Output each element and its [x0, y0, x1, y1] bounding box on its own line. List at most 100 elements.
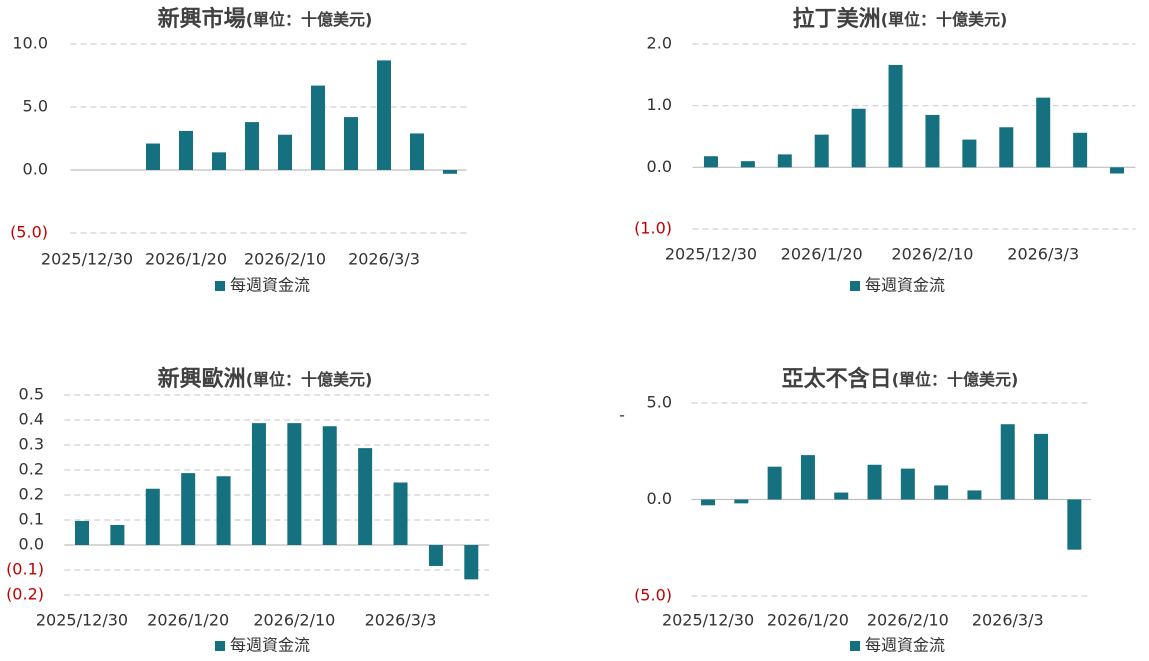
bar [1034, 433, 1049, 500]
y-tick-label: 5.0 [23, 97, 48, 116]
bar [851, 108, 866, 168]
y-tick-label: 1.0 [647, 95, 672, 114]
chart-title: 亞太不含日(單位：十億美元) [782, 366, 1019, 392]
y-tick-label: 0.4 [19, 410, 44, 429]
bar [443, 170, 457, 174]
title-main: 亞太不含日 [782, 366, 892, 392]
bar [358, 448, 373, 545]
bar [322, 426, 337, 545]
bar [962, 139, 977, 168]
x-tick-label: 2026/1/20 [767, 611, 849, 630]
x-tick-label: 2026/1/20 [147, 611, 229, 630]
x-tick-label: 2026/3/3 [972, 611, 1044, 630]
bar [703, 156, 718, 168]
bar [212, 152, 226, 170]
bar [110, 525, 125, 545]
bar [181, 473, 196, 545]
bar [867, 464, 882, 500]
y-tick-label: 2.0 [647, 34, 672, 53]
bar [251, 423, 266, 545]
x-tick-label: 2026/2/10 [867, 611, 949, 630]
y-tick-label: (0.2) [6, 585, 44, 604]
x-tick-label: 2026/2/10 [244, 250, 326, 269]
y-tick-label: 0.0 [19, 535, 44, 554]
bar [1000, 424, 1015, 500]
bar [1067, 499, 1082, 550]
y-axis-label: - [619, 406, 625, 425]
legend-swatch [850, 641, 860, 651]
x-tick-label: 2026/3/3 [348, 250, 420, 269]
x-tick-label: 2026/3/3 [365, 611, 437, 630]
bar [179, 130, 193, 170]
bar [287, 423, 302, 545]
bar [777, 154, 792, 168]
bar [74, 520, 89, 545]
bar [393, 482, 408, 545]
title-unit: (單位：十億美元) [892, 370, 1019, 389]
bar [740, 161, 755, 168]
bar [834, 492, 849, 500]
bar [934, 485, 949, 500]
x-tick-label: 2025/12/30 [662, 611, 754, 630]
y-tick-label: 0.3 [19, 435, 44, 454]
x-tick-label: 2025/12/30 [665, 245, 757, 264]
chart-title: 新興歐洲(單位：十億美元) [158, 366, 373, 392]
bar [216, 476, 231, 545]
y-tick-label: 0.0 [647, 157, 672, 176]
x-tick-label: 2026/2/10 [891, 245, 973, 264]
bar [145, 488, 160, 545]
y-tick-label: 0.2 [19, 460, 44, 479]
legend-swatch [215, 281, 225, 291]
x-tick-label: 2026/1/20 [145, 250, 227, 269]
y-tick-label: 5.0 [647, 393, 672, 412]
bar [999, 127, 1014, 168]
y-tick-label: 0.5 [19, 385, 44, 404]
y-tick-label: (5.0) [634, 586, 672, 605]
bar [900, 468, 915, 500]
bar [1073, 132, 1088, 168]
chart-title: 新興市場(單位：十億美元) [158, 6, 373, 32]
title-main: 新興歐洲 [158, 366, 246, 392]
bar [344, 117, 358, 170]
bar [377, 60, 391, 170]
bar [925, 114, 940, 168]
y-tick-label: 10.0 [12, 34, 48, 53]
bar [278, 134, 292, 170]
x-tick-label: 2026/2/10 [253, 611, 335, 630]
legend-label: 每週資金流 [230, 636, 310, 655]
bar [888, 64, 903, 168]
bar [1036, 97, 1051, 168]
x-tick-label: 2025/12/30 [36, 611, 128, 630]
title-unit: (單位：十億美元) [246, 10, 373, 29]
y-tick-label: (0.1) [6, 560, 44, 579]
bar [410, 133, 424, 170]
y-tick-label: 0.1 [19, 510, 44, 529]
y-tick-label: (5.0) [10, 223, 48, 242]
y-tick-label: 0.2 [19, 485, 44, 504]
legend-swatch [850, 281, 860, 291]
bar [245, 122, 259, 170]
bar [767, 466, 782, 500]
chart-title: 拉丁美洲(單位：十億美元) [793, 6, 1008, 32]
bar [146, 143, 160, 170]
legend-label: 每週資金流 [230, 276, 310, 295]
bar [1110, 167, 1125, 174]
title-unit: (單位：十億美元) [881, 10, 1008, 29]
legend-label: 每週資金流 [865, 636, 945, 655]
bar [464, 545, 479, 580]
bar [967, 490, 982, 500]
y-tick-label: 0.0 [647, 489, 672, 508]
x-tick-label: 2026/3/3 [1007, 245, 1079, 264]
legend-swatch [215, 641, 225, 651]
bar [800, 455, 815, 500]
y-tick-label: (1.0) [634, 219, 672, 238]
legend-label: 每週資金流 [865, 276, 945, 295]
x-tick-label: 2026/1/20 [781, 245, 863, 264]
bar [734, 499, 749, 504]
bar [428, 545, 443, 566]
bar [701, 499, 716, 506]
bar [814, 134, 829, 168]
bar [311, 85, 325, 170]
title-unit: (單位：十億美元) [246, 370, 373, 389]
